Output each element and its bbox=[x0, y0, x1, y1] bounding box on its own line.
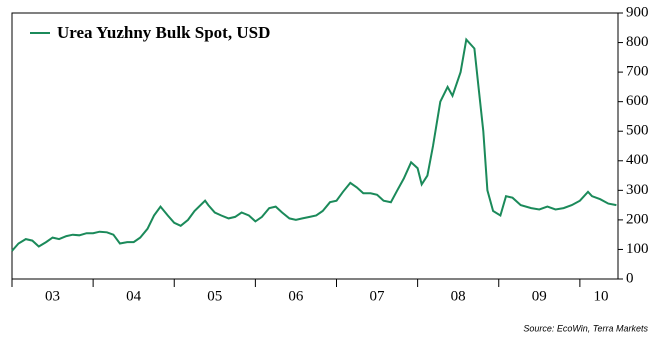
legend-label: Urea Yuzhny Bulk Spot, USD bbox=[57, 23, 270, 42]
y-tick-label: 600 bbox=[626, 93, 649, 109]
source-note: Source: EcoWin, Terra Markets bbox=[523, 323, 648, 333]
x-tick-label: 10 bbox=[593, 288, 608, 304]
x-tick-label: 07 bbox=[370, 288, 386, 304]
x-tick-label: 04 bbox=[126, 288, 142, 304]
plot-frame bbox=[11, 12, 619, 280]
y-tick-label: 700 bbox=[626, 64, 649, 80]
y-tick-label: 100 bbox=[626, 241, 649, 257]
y-tick-label: 900 bbox=[626, 4, 649, 20]
y-tick-label: 500 bbox=[626, 123, 649, 139]
y-tick-label: 0 bbox=[626, 270, 634, 286]
x-tick-label: 05 bbox=[207, 288, 222, 304]
series-line bbox=[11, 37, 617, 252]
x-tick-label: 06 bbox=[288, 288, 304, 304]
y-tick-label: 300 bbox=[626, 182, 649, 198]
y-tick-label: 800 bbox=[626, 34, 649, 50]
x-tick-label: 08 bbox=[451, 288, 466, 304]
x-tick-label: 03 bbox=[45, 288, 60, 304]
y-tick-label: 200 bbox=[626, 211, 649, 227]
x-tick-label: 09 bbox=[532, 288, 547, 304]
y-tick-label: 400 bbox=[626, 152, 649, 168]
